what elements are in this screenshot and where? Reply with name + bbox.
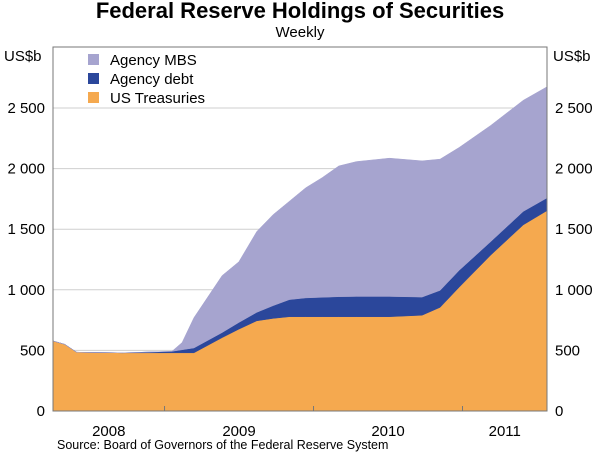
legend-swatch — [88, 54, 99, 65]
plot-frame — [52, 46, 548, 412]
legend-label: Agency debt — [110, 71, 194, 88]
x-tick-label: 2011 — [489, 423, 521, 440]
y-tick-label-right: 1 500 — [555, 221, 593, 238]
y-axis-unit-right: US$b — [553, 48, 591, 65]
chart-subtitle: Weekly — [275, 24, 325, 41]
legend-label: US Treasuries — [110, 90, 205, 107]
y-tick-label-left: 1 000 — [7, 282, 45, 299]
source-note: Source: Board of Governors of the Federa… — [57, 438, 389, 452]
y-tick-label-left: 2 000 — [7, 161, 45, 178]
legend-swatch — [88, 92, 99, 103]
chart-title: Federal Reserve Holdings of Securities — [95, 0, 505, 23]
x-tick-label: 2010 — [371, 423, 404, 440]
x-tick-label: 2008 — [92, 423, 125, 440]
y-tick-label-left: 500 — [20, 342, 45, 359]
y-tick-label-right: 2 500 — [555, 100, 593, 117]
y-tick-label-right: 2 000 — [555, 161, 593, 178]
y-tick-label-left: 1 500 — [7, 221, 45, 238]
x-tick-label: 2009 — [222, 423, 255, 440]
y-tick-label-right: 1 000 — [555, 282, 593, 299]
legend-swatch — [88, 73, 99, 84]
y-tick-label-left: 0 — [37, 403, 45, 420]
y-axis-unit-left: US$b — [4, 48, 42, 65]
y-tick-label-right: 500 — [555, 342, 580, 359]
y-tick-label-right: 0 — [555, 403, 563, 420]
legend-label: Agency MBS — [110, 52, 197, 69]
y-tick-label-left: 2 500 — [7, 100, 45, 117]
